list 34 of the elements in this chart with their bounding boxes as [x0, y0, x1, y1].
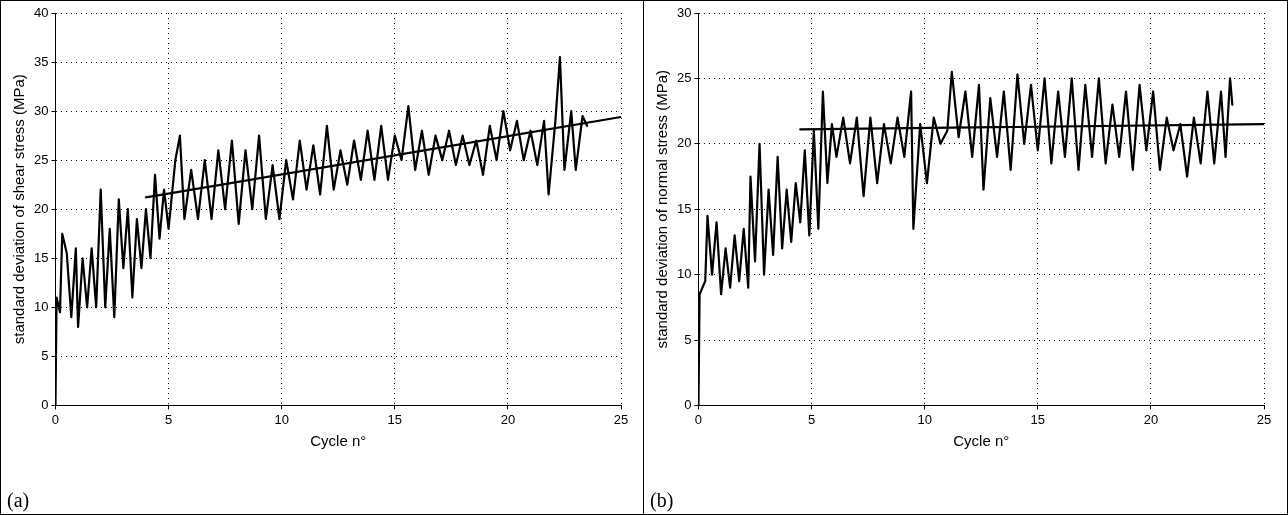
- y-tick-label: 30: [676, 4, 692, 20]
- x-tick-label: 0: [694, 411, 703, 427]
- x-tick-label: 10: [274, 411, 289, 427]
- y-axis-title: standard deviation of shear stress (MPa): [10, 74, 28, 345]
- y-tick-label: 0: [41, 396, 49, 412]
- x-tick-label: 20: [500, 411, 516, 427]
- x-axis-title: Cycle n°: [953, 432, 1010, 450]
- y-axis-title: standard deviation of normal stress (MPa): [653, 69, 671, 349]
- x-tick-label: 15: [387, 411, 403, 427]
- x-tick-label: 10: [917, 411, 932, 427]
- x-tick-label: 20: [1143, 411, 1159, 427]
- y-tick-label: 15: [33, 249, 49, 265]
- y-tick-label: 40: [33, 4, 49, 20]
- y-tick-label: 25: [676, 69, 692, 85]
- x-axis-title: Cycle n°: [310, 432, 367, 450]
- y-tick-label: 5: [41, 347, 49, 363]
- y-tick-label: 0: [684, 396, 692, 412]
- x-tick-label: 5: [164, 411, 173, 427]
- y-tick-label: 30: [33, 102, 49, 118]
- x-tick-label: 25: [613, 411, 629, 427]
- text: (a): [7, 489, 30, 512]
- y-tick-label: 10: [33, 298, 49, 314]
- y-tick-label: 20: [676, 135, 692, 151]
- text: (b): [650, 489, 674, 512]
- y-tick-label: 35: [33, 53, 49, 69]
- y-tick-label: 15: [676, 200, 692, 216]
- x-tick-label: 5: [807, 411, 816, 427]
- y-tick-label: 25: [33, 151, 49, 167]
- y-tick-label: 20: [33, 200, 49, 216]
- x-tick-label: 0: [51, 411, 60, 427]
- x-tick-label: 25: [1256, 411, 1272, 427]
- x-tick-label: 15: [1030, 411, 1046, 427]
- y-tick-label: 10: [676, 266, 692, 282]
- y-tick-label: 5: [684, 331, 692, 347]
